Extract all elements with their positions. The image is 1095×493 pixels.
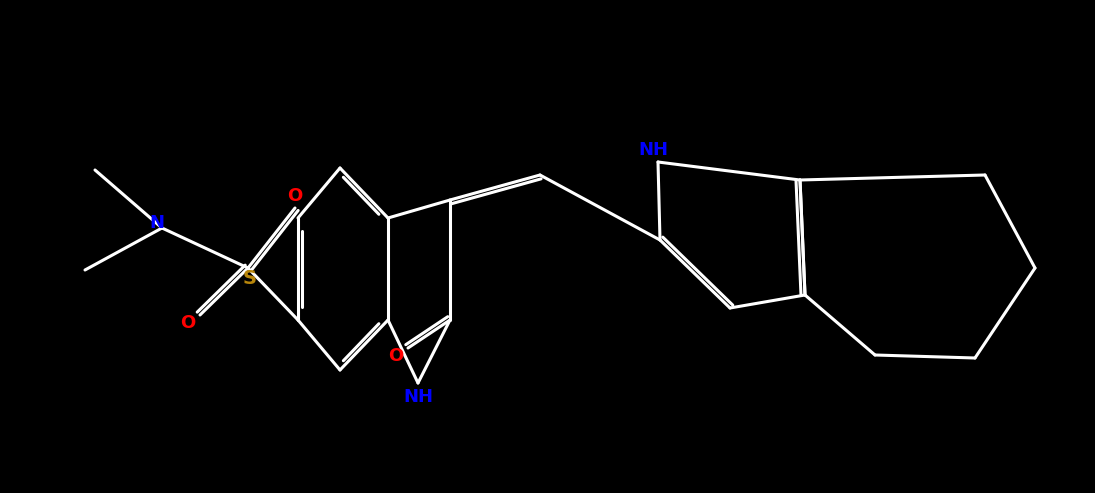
Text: NH: NH bbox=[403, 388, 433, 406]
Text: N: N bbox=[150, 214, 164, 232]
Text: S: S bbox=[243, 269, 257, 287]
Text: NH: NH bbox=[638, 141, 668, 159]
Text: O: O bbox=[287, 187, 302, 205]
Text: O: O bbox=[389, 347, 404, 365]
Text: O: O bbox=[181, 314, 196, 332]
